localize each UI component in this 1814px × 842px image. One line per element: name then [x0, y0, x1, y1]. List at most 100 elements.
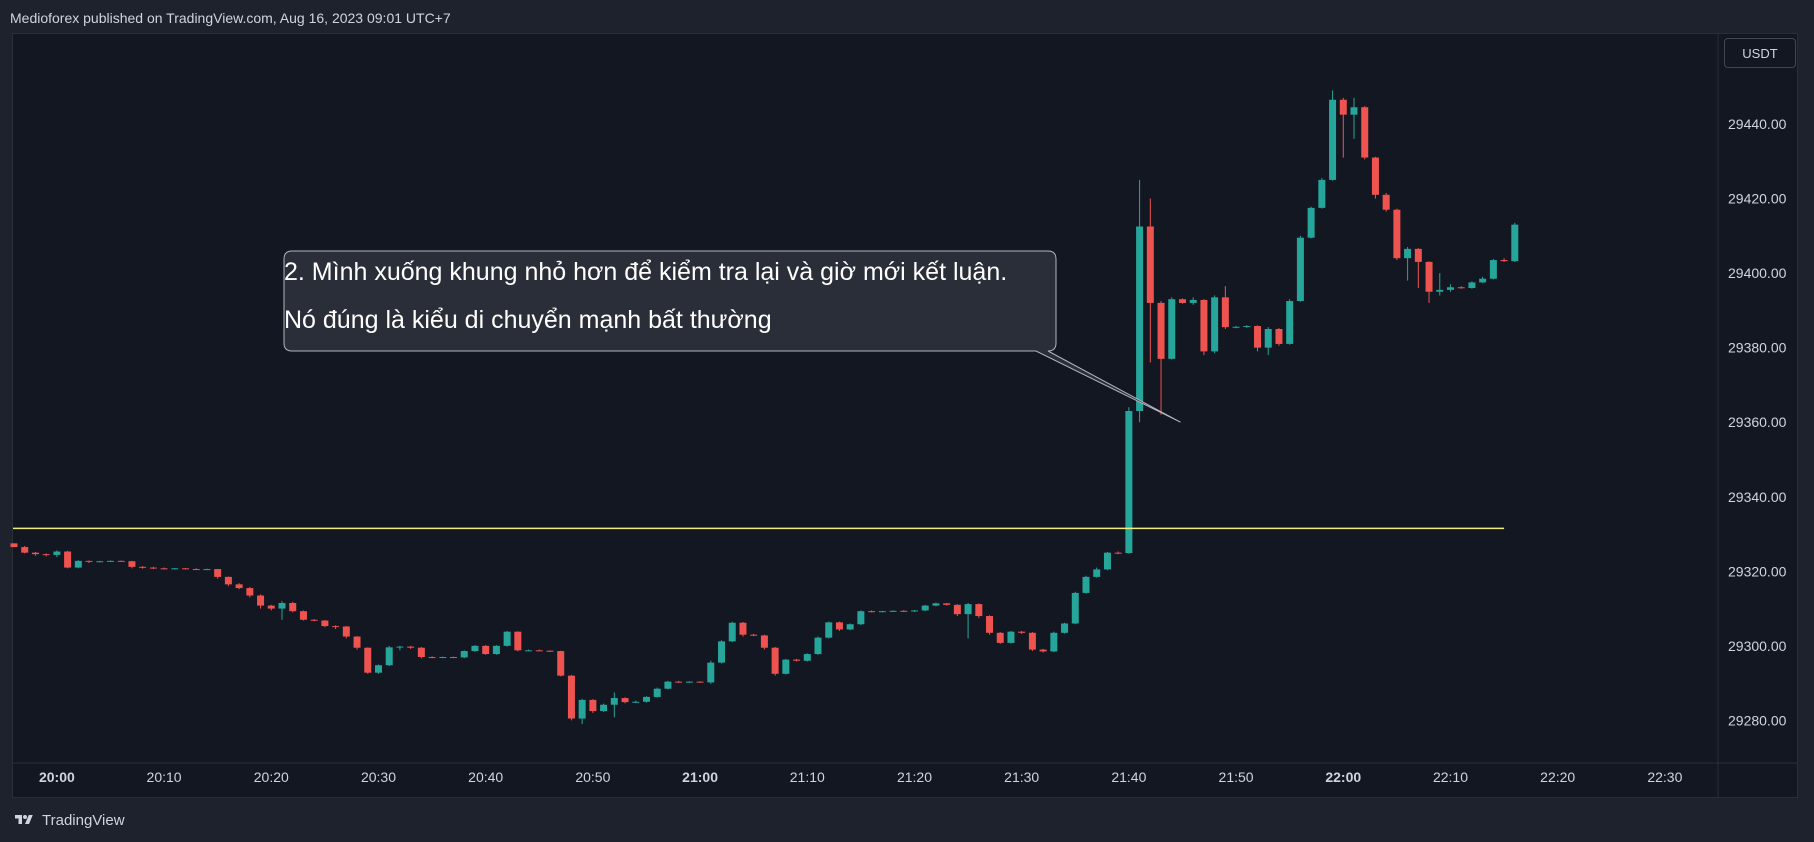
candle-up: [471, 645, 479, 652]
price-tick-label: 29360.00: [1728, 414, 1787, 430]
candle-down: [1414, 248, 1422, 262]
candle-up: [1082, 576, 1090, 593]
candle-up: [1350, 107, 1358, 115]
candle-down: [1018, 631, 1026, 633]
candle-up: [53, 551, 61, 555]
candle-down: [986, 616, 994, 633]
candle-down: [589, 699, 597, 712]
candle-up: [642, 696, 650, 702]
candle-up: [503, 631, 511, 646]
candle-up: [718, 641, 726, 663]
candle-up: [1286, 301, 1294, 344]
publish-info: Medioforex published on TradingView.com,…: [10, 10, 451, 26]
candle-up: [96, 561, 104, 563]
candle-down: [868, 611, 876, 613]
time-tick-label: 20:10: [147, 769, 182, 785]
candle-up: [782, 659, 790, 674]
candle-up: [278, 602, 286, 609]
candle-up: [814, 637, 822, 655]
candle-up: [921, 605, 929, 611]
candle-up: [664, 681, 672, 689]
overlay-layer: [13, 34, 1797, 797]
candle-up: [1511, 224, 1519, 262]
candle-down: [149, 567, 157, 569]
candle-down: [128, 561, 136, 567]
candle-up: [374, 665, 382, 673]
candle-up: [600, 704, 608, 712]
candle-down: [117, 560, 125, 562]
candle-up: [1318, 179, 1326, 208]
candle-up: [1103, 552, 1111, 570]
annotation-callout[interactable]: 2. Mình xuống khung nhỏ hơn để kiểm tra …: [284, 255, 1054, 351]
footer-brand[interactable]: TradingView: [12, 808, 125, 832]
candle-up: [396, 646, 404, 648]
candle-up: [610, 698, 618, 705]
time-tick-label: 21:40: [1111, 769, 1146, 785]
price-tick-label: 29320.00: [1728, 563, 1787, 579]
candle-down: [1339, 99, 1347, 115]
candle-down: [407, 646, 415, 648]
candle-down: [1254, 326, 1262, 348]
candle-down: [1146, 226, 1154, 303]
candle-up: [492, 645, 500, 655]
candle-up: [106, 560, 114, 562]
price-tick-label: 29400.00: [1728, 265, 1787, 281]
candle-up: [578, 699, 586, 719]
callout-bubble: [283, 250, 1181, 423]
candle-up: [203, 569, 211, 571]
candle-down: [85, 560, 93, 562]
tradingview-logo-icon: [15, 815, 33, 824]
time-tick-label: 22:00: [1325, 769, 1361, 785]
candle-up: [1093, 569, 1101, 577]
time-tick-label: 20:50: [575, 769, 610, 785]
candle-up: [460, 651, 468, 658]
candle-down: [332, 626, 340, 628]
candle-down: [224, 576, 232, 585]
candle-down: [771, 647, 779, 674]
candle-up: [1307, 207, 1315, 238]
candle-up: [1468, 282, 1476, 289]
candle-down: [1221, 297, 1229, 328]
candle-down: [557, 651, 565, 676]
time-tick-label: 21:20: [897, 769, 932, 785]
candle-down: [482, 645, 490, 655]
price-tick-label: 29420.00: [1728, 191, 1787, 207]
candle-down: [235, 584, 243, 589]
candle-up: [1211, 297, 1219, 352]
time-tick-label: 22:30: [1647, 769, 1682, 785]
candle-up: [1436, 289, 1444, 292]
candle-down: [1157, 302, 1165, 359]
candle-down: [299, 611, 307, 620]
candle-up: [1404, 248, 1412, 259]
candle-up: [1007, 631, 1015, 643]
time-tick-label: 21:10: [790, 769, 825, 785]
currency-button[interactable]: USDT: [1724, 38, 1796, 68]
time-tick-label: 20:40: [468, 769, 503, 785]
candle-down: [192, 569, 200, 571]
candle-up: [1296, 237, 1304, 302]
candle-down: [675, 681, 683, 683]
price-axis[interactable]: 29440.00 29420.00 29400.00 29380.00 29360.00…: [1728, 116, 1787, 728]
price-tick-label: 29280.00: [1728, 712, 1787, 728]
candle-down: [310, 619, 318, 621]
candle-down: [535, 650, 543, 652]
candle-up: [910, 610, 918, 612]
candle-down: [289, 602, 297, 612]
candle-down: [64, 551, 72, 568]
candle-up: [685, 681, 693, 683]
candle-up: [653, 688, 661, 697]
candle-down: [1039, 649, 1047, 652]
footer-brand-label: TradingView: [42, 811, 125, 829]
candle-down: [975, 604, 983, 617]
candle-down: [353, 636, 361, 648]
candle-up: [1071, 592, 1079, 624]
time-axis[interactable]: 20:00 20:10 20:20 20:30 20:40 20:50 21:00 21:10…: [39, 769, 1683, 785]
candle-down: [1275, 329, 1283, 344]
candle-up: [857, 611, 865, 625]
price-tick-label: 29340.00: [1728, 489, 1787, 505]
time-tick-label: 21:30: [1004, 769, 1039, 785]
candle-down: [1393, 209, 1401, 259]
chart-frame[interactable]: [12, 33, 1798, 798]
candle-down: [214, 569, 222, 577]
